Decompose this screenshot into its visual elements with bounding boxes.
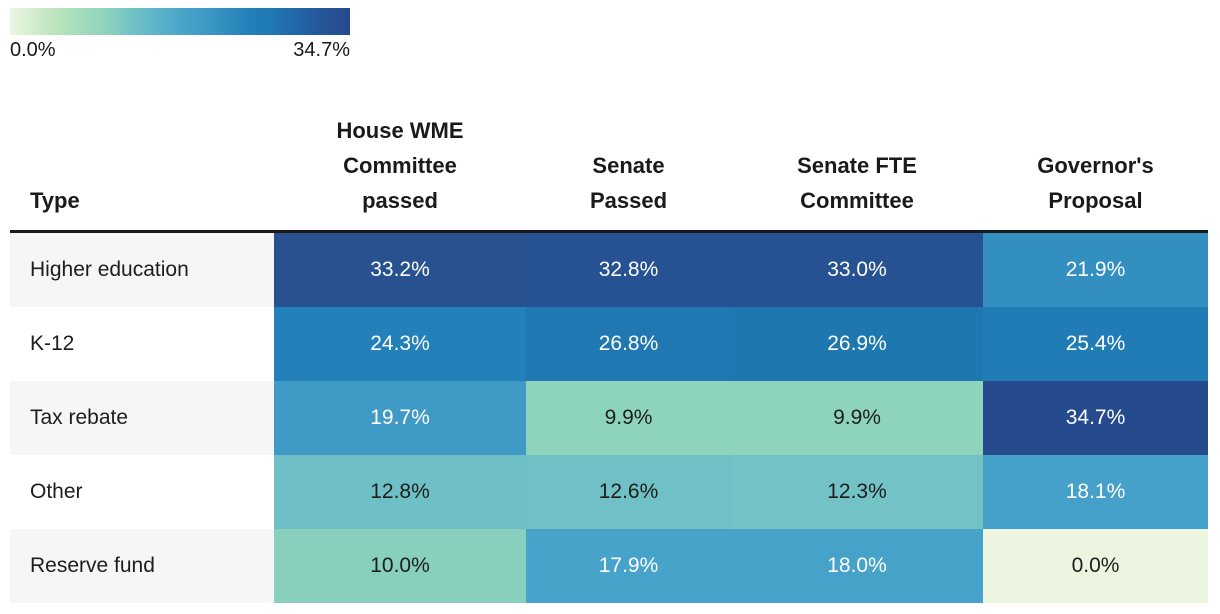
legend-labels: 0.0% 34.7% xyxy=(10,39,350,62)
heatmap-cell: 18.0% xyxy=(731,529,983,603)
legend-max-label: 34.7% xyxy=(293,39,350,61)
row-label: Reserve fund xyxy=(10,529,274,603)
heatmap-cell: 17.9% xyxy=(526,529,731,603)
heatmap-cell: 12.6% xyxy=(526,455,731,529)
table-row-other: Other 12.8% 12.6% 12.3% 18.1% xyxy=(10,455,1208,529)
heatmap-cell: 12.8% xyxy=(274,455,526,529)
row-label: Other xyxy=(10,455,274,529)
column-header-senate-passed: Senate Passed xyxy=(589,153,668,213)
heatmap-cell: 26.9% xyxy=(731,307,983,381)
heatmap-cell: 25.4% xyxy=(983,307,1208,381)
legend-min-label: 0.0% xyxy=(10,39,56,61)
heatmap-cell: 9.9% xyxy=(731,381,983,455)
heatmap-cell: 21.9% xyxy=(983,233,1208,307)
table-row-reserve-fund: Reserve fund 10.0% 17.9% 18.0% 0.0% xyxy=(10,529,1208,603)
heatmap-cell: 10.0% xyxy=(274,529,526,603)
table-header-row: Type House WME Committee passed Senate P… xyxy=(10,96,1208,233)
heatmap-cell: 24.3% xyxy=(274,307,526,381)
heatmap-cell: 19.7% xyxy=(274,381,526,455)
row-label: Higher education xyxy=(10,233,274,307)
heatmap-cell: 0.0% xyxy=(983,529,1208,603)
legend-gradient-bar xyxy=(10,8,350,35)
heatmap-cell: 33.0% xyxy=(731,233,983,307)
row-label: Tax rebate xyxy=(10,381,274,455)
table-row-tax-rebate: Tax rebate 19.7% 9.9% 9.9% 34.7% xyxy=(10,381,1208,455)
heatmap-cell: 32.8% xyxy=(526,233,731,307)
column-header-senate-fte-committee: Senate FTE Committee xyxy=(797,153,917,213)
row-label: K-12 xyxy=(10,307,274,381)
heatmap-cell: 18.1% xyxy=(983,455,1208,529)
heatmap-cell: 12.3% xyxy=(731,455,983,529)
column-header-governors-proposal: Governor's Proposal xyxy=(1037,153,1154,213)
column-header-house-wme-committee-passed: House WME Committee passed xyxy=(336,118,464,213)
heatmap-cell: 9.9% xyxy=(526,381,731,455)
heatmap-table: Type House WME Committee passed Senate P… xyxy=(10,96,1208,603)
heatmap-cell: 33.2% xyxy=(274,233,526,307)
heatmap-cell: 34.7% xyxy=(983,381,1208,455)
table-row-k-12: K-12 24.3% 26.8% 26.9% 25.4% xyxy=(10,307,1208,381)
color-legend: 0.0% 34.7% xyxy=(10,8,350,62)
column-header-type: Type xyxy=(30,188,80,213)
table-row-higher-education: Higher education 33.2% 32.8% 33.0% 21.9% xyxy=(10,233,1208,307)
heatmap-cell: 26.8% xyxy=(526,307,731,381)
